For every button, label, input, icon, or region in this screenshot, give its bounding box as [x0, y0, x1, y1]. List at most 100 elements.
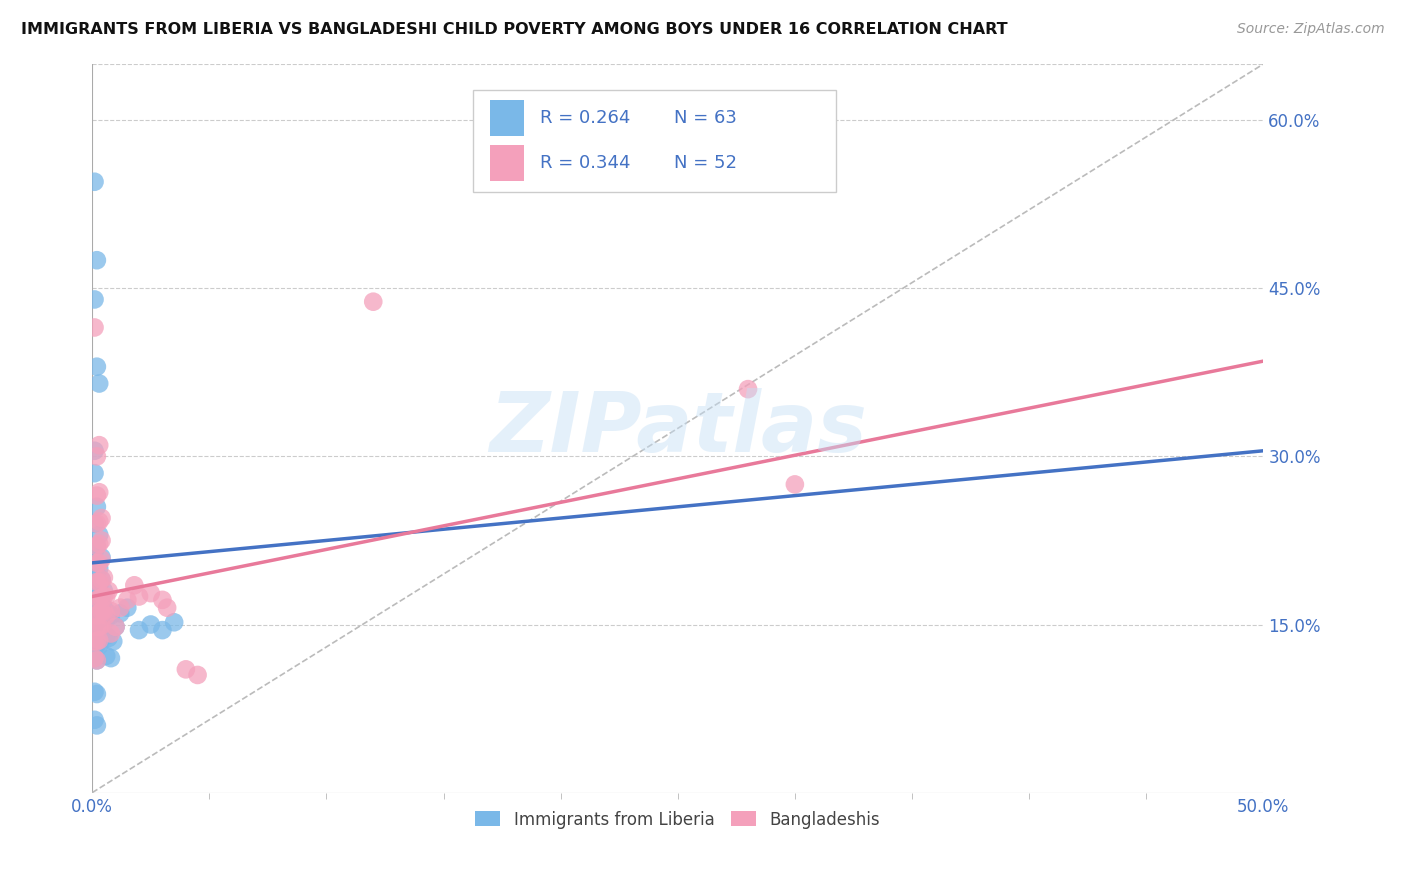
- Text: ZIPatlas: ZIPatlas: [489, 388, 866, 469]
- Point: [83, 685, 105, 699]
- Point: [86, 359, 108, 374]
- Point: [89, 485, 111, 500]
- Point: [86, 516, 108, 531]
- Point: [83, 466, 105, 480]
- Point: [83, 617, 105, 632]
- Text: Source: ZipAtlas.com: Source: ZipAtlas.com: [1237, 22, 1385, 37]
- Point: [86, 450, 108, 464]
- Point: [89, 591, 111, 606]
- Point: [83, 516, 105, 531]
- Text: IMMIGRANTS FROM LIBERIA VS BANGLADESHI CHILD POVERTY AMONG BOYS UNDER 16 CORRELA: IMMIGRANTS FROM LIBERIA VS BANGLADESHI C…: [21, 22, 1008, 37]
- Point: [83, 595, 105, 609]
- Point: [90, 552, 112, 566]
- Point: [97, 631, 120, 645]
- Point: [86, 634, 108, 648]
- Point: [737, 382, 759, 396]
- Point: [83, 320, 105, 334]
- Point: [86, 620, 108, 634]
- Point: [104, 620, 127, 634]
- Point: [83, 713, 105, 727]
- Point: [89, 604, 111, 618]
- Point: [89, 561, 111, 575]
- Point: [90, 618, 112, 632]
- Point: [86, 574, 108, 589]
- Point: [86, 638, 108, 652]
- Point: [139, 617, 162, 632]
- Point: [86, 567, 108, 582]
- Point: [93, 600, 115, 615]
- Point: [93, 590, 115, 604]
- Point: [83, 651, 105, 665]
- Point: [89, 537, 111, 551]
- Point: [89, 574, 111, 589]
- Point: [89, 620, 111, 634]
- Point: [97, 607, 120, 621]
- Point: [86, 539, 108, 553]
- Point: [163, 615, 186, 630]
- Point: [86, 539, 108, 553]
- Point: [83, 544, 105, 558]
- Point: [90, 573, 112, 587]
- Point: [86, 626, 108, 640]
- Point: [139, 586, 162, 600]
- Point: [86, 653, 108, 667]
- Point: [83, 629, 105, 643]
- Point: [128, 590, 150, 604]
- Point: [96, 612, 118, 626]
- Point: [96, 590, 118, 604]
- Point: [93, 583, 115, 598]
- Point: [89, 578, 111, 592]
- Point: [83, 607, 105, 621]
- Point: [104, 620, 127, 634]
- Point: [86, 614, 108, 628]
- Point: [89, 607, 111, 621]
- Point: [90, 550, 112, 565]
- Point: [117, 600, 139, 615]
- Point: [174, 662, 197, 676]
- FancyBboxPatch shape: [472, 89, 835, 192]
- Point: [86, 253, 108, 268]
- Point: [89, 376, 111, 391]
- Point: [110, 607, 132, 621]
- Point: [96, 648, 118, 663]
- Point: [100, 626, 122, 640]
- Point: [83, 634, 105, 648]
- Point: [93, 570, 115, 584]
- Text: N = 63: N = 63: [675, 110, 737, 128]
- Point: [103, 634, 125, 648]
- Point: [89, 633, 111, 648]
- Point: [83, 443, 105, 458]
- Point: [89, 515, 111, 529]
- Point: [96, 629, 118, 643]
- Point: [97, 583, 120, 598]
- Point: [90, 533, 112, 548]
- Point: [86, 590, 108, 604]
- Point: [90, 511, 112, 525]
- Text: R = 0.344: R = 0.344: [540, 153, 630, 172]
- FancyBboxPatch shape: [491, 101, 524, 136]
- Point: [124, 578, 146, 592]
- Point: [117, 592, 139, 607]
- Point: [89, 556, 111, 570]
- Point: [89, 528, 111, 542]
- Legend: Immigrants from Liberia, Bangladeshis: Immigrants from Liberia, Bangladeshis: [468, 804, 887, 835]
- Point: [93, 604, 115, 618]
- Point: [86, 578, 108, 592]
- Point: [100, 651, 122, 665]
- Point: [152, 592, 174, 607]
- Point: [83, 578, 105, 592]
- Text: N = 52: N = 52: [675, 153, 737, 172]
- Text: R = 0.264: R = 0.264: [540, 110, 630, 128]
- Point: [128, 623, 150, 637]
- Point: [83, 293, 105, 307]
- Point: [90, 573, 112, 587]
- Point: [90, 626, 112, 640]
- Point: [152, 623, 174, 637]
- Point: [361, 294, 384, 309]
- Point: [89, 586, 111, 600]
- Point: [89, 615, 111, 630]
- Point: [86, 687, 108, 701]
- Point: [187, 668, 209, 682]
- Point: [83, 640, 105, 654]
- Point: [110, 600, 132, 615]
